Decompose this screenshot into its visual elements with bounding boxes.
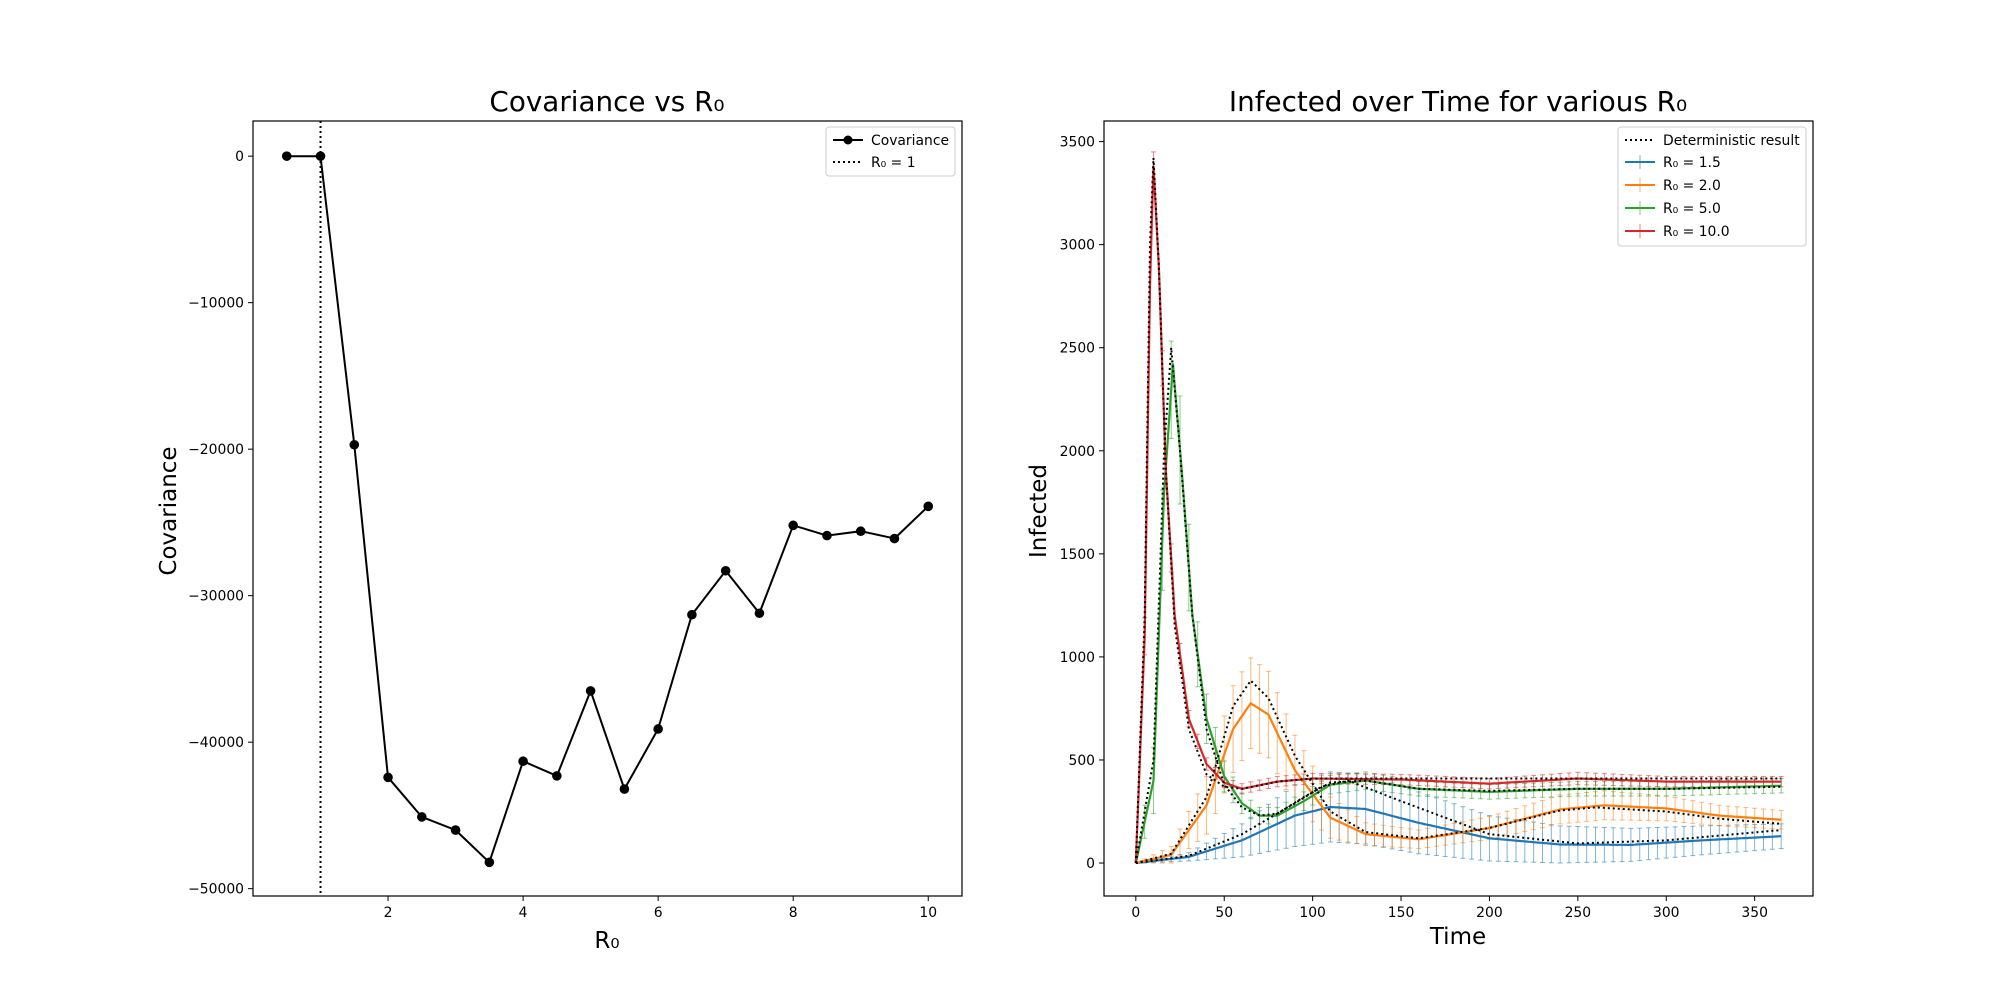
y-tick-label: 3000	[1060, 238, 1095, 254]
series-line-3	[1134, 165, 1782, 864]
series-line-covariance	[286, 155, 929, 865]
series-line-1	[1135, 702, 1782, 865]
infected-chart: Infected over Time for various R₀ Time I…	[1026, 85, 1814, 950]
data-point	[518, 756, 528, 767]
legend-label-r0-1-5: R₀ = 1.5	[1663, 155, 1721, 171]
data-point	[417, 812, 427, 822]
y-tick-label: −50000	[188, 882, 244, 898]
series-line-0	[1135, 805, 1782, 865]
y-tick-label: 2000	[1060, 444, 1095, 460]
y-tick-label: 3500	[1060, 135, 1095, 151]
chart-title: Covariance vs R₀	[489, 85, 724, 118]
legend-label-covariance: Covariance	[871, 133, 949, 149]
y-axis-label: Infected	[1026, 464, 1052, 558]
data-point	[619, 784, 630, 794]
y-tick-label: −40000	[188, 735, 244, 751]
data-point	[855, 526, 866, 537]
x-tick-label: 8	[789, 905, 798, 921]
y-tick-label: 0	[1086, 856, 1095, 872]
data-point	[281, 151, 292, 161]
x-tick-label: 2	[384, 905, 393, 921]
legend: Deterministic result R₀ = 1.5 R₀ = 2.0 R…	[1617, 126, 1807, 247]
x-tick-label: 0	[1131, 905, 1140, 921]
deterministic-line-0	[1135, 779, 1782, 864]
data-point	[788, 520, 798, 531]
y-tick-label: −10000	[188, 296, 244, 312]
data-point	[315, 151, 326, 161]
x-axis-label: R₀	[594, 928, 619, 954]
data-point	[923, 501, 934, 512]
x-tick-label: 200	[1476, 905, 1503, 921]
legend-label-r0-5-0: R₀ = 5.0	[1663, 201, 1721, 217]
legend-label-r0-2-0: R₀ = 2.0	[1663, 178, 1721, 194]
deterministic-line-2	[1134, 347, 1782, 864]
y-tick-label: 500	[1068, 753, 1095, 769]
data-point	[687, 609, 697, 620]
y-tick-label: 2500	[1060, 341, 1095, 357]
data-point	[889, 533, 900, 544]
y-tick-label: 1000	[1060, 650, 1095, 666]
y-axis-label: Covariance	[156, 446, 182, 575]
data-point	[754, 608, 765, 619]
plot-frame	[1103, 120, 1814, 897]
covariance-chart: Covariance vs R₀ R₀ Covariance 2 4 6 8 10 0 −1…	[156, 85, 963, 954]
data-point	[552, 771, 562, 781]
plot-frame	[252, 120, 963, 897]
data-point	[383, 772, 393, 783]
data-point	[349, 439, 360, 450]
x-tick-label: 150	[1388, 905, 1415, 921]
x-tick-label: 300	[1653, 905, 1680, 921]
y-tick-label: −30000	[188, 589, 244, 605]
legend-label-deterministic: Deterministic result	[1663, 133, 1800, 149]
data-point	[653, 724, 663, 734]
y-tick-label: 0	[235, 149, 244, 165]
x-axis-label: Time	[1429, 924, 1486, 950]
x-tick-label: 4	[519, 905, 528, 921]
x-tick-label: 250	[1565, 905, 1592, 921]
legend-label-r0-eq-1: R₀ = 1	[871, 155, 916, 171]
data-point	[585, 686, 596, 696]
data-point	[720, 565, 731, 576]
y-tick-label: −20000	[188, 442, 244, 458]
legend-label-r0-10-0: R₀ = 10.0	[1663, 224, 1730, 240]
data-point	[450, 825, 461, 835]
x-tick-label: 6	[654, 905, 663, 921]
x-tick-label: 100	[1299, 905, 1326, 921]
y-tick-label: 1500	[1060, 547, 1095, 563]
deterministic-line-1	[1135, 679, 1782, 864]
data-point	[822, 530, 832, 541]
legend: Covariance R₀ = 1	[825, 126, 956, 177]
x-tick-label: 50	[1215, 905, 1233, 921]
x-tick-label: 350	[1741, 905, 1768, 921]
data-point	[484, 857, 495, 868]
x-tick-label: 10	[919, 905, 937, 921]
chart-title: Infected over Time for various R₀	[1229, 85, 1687, 118]
